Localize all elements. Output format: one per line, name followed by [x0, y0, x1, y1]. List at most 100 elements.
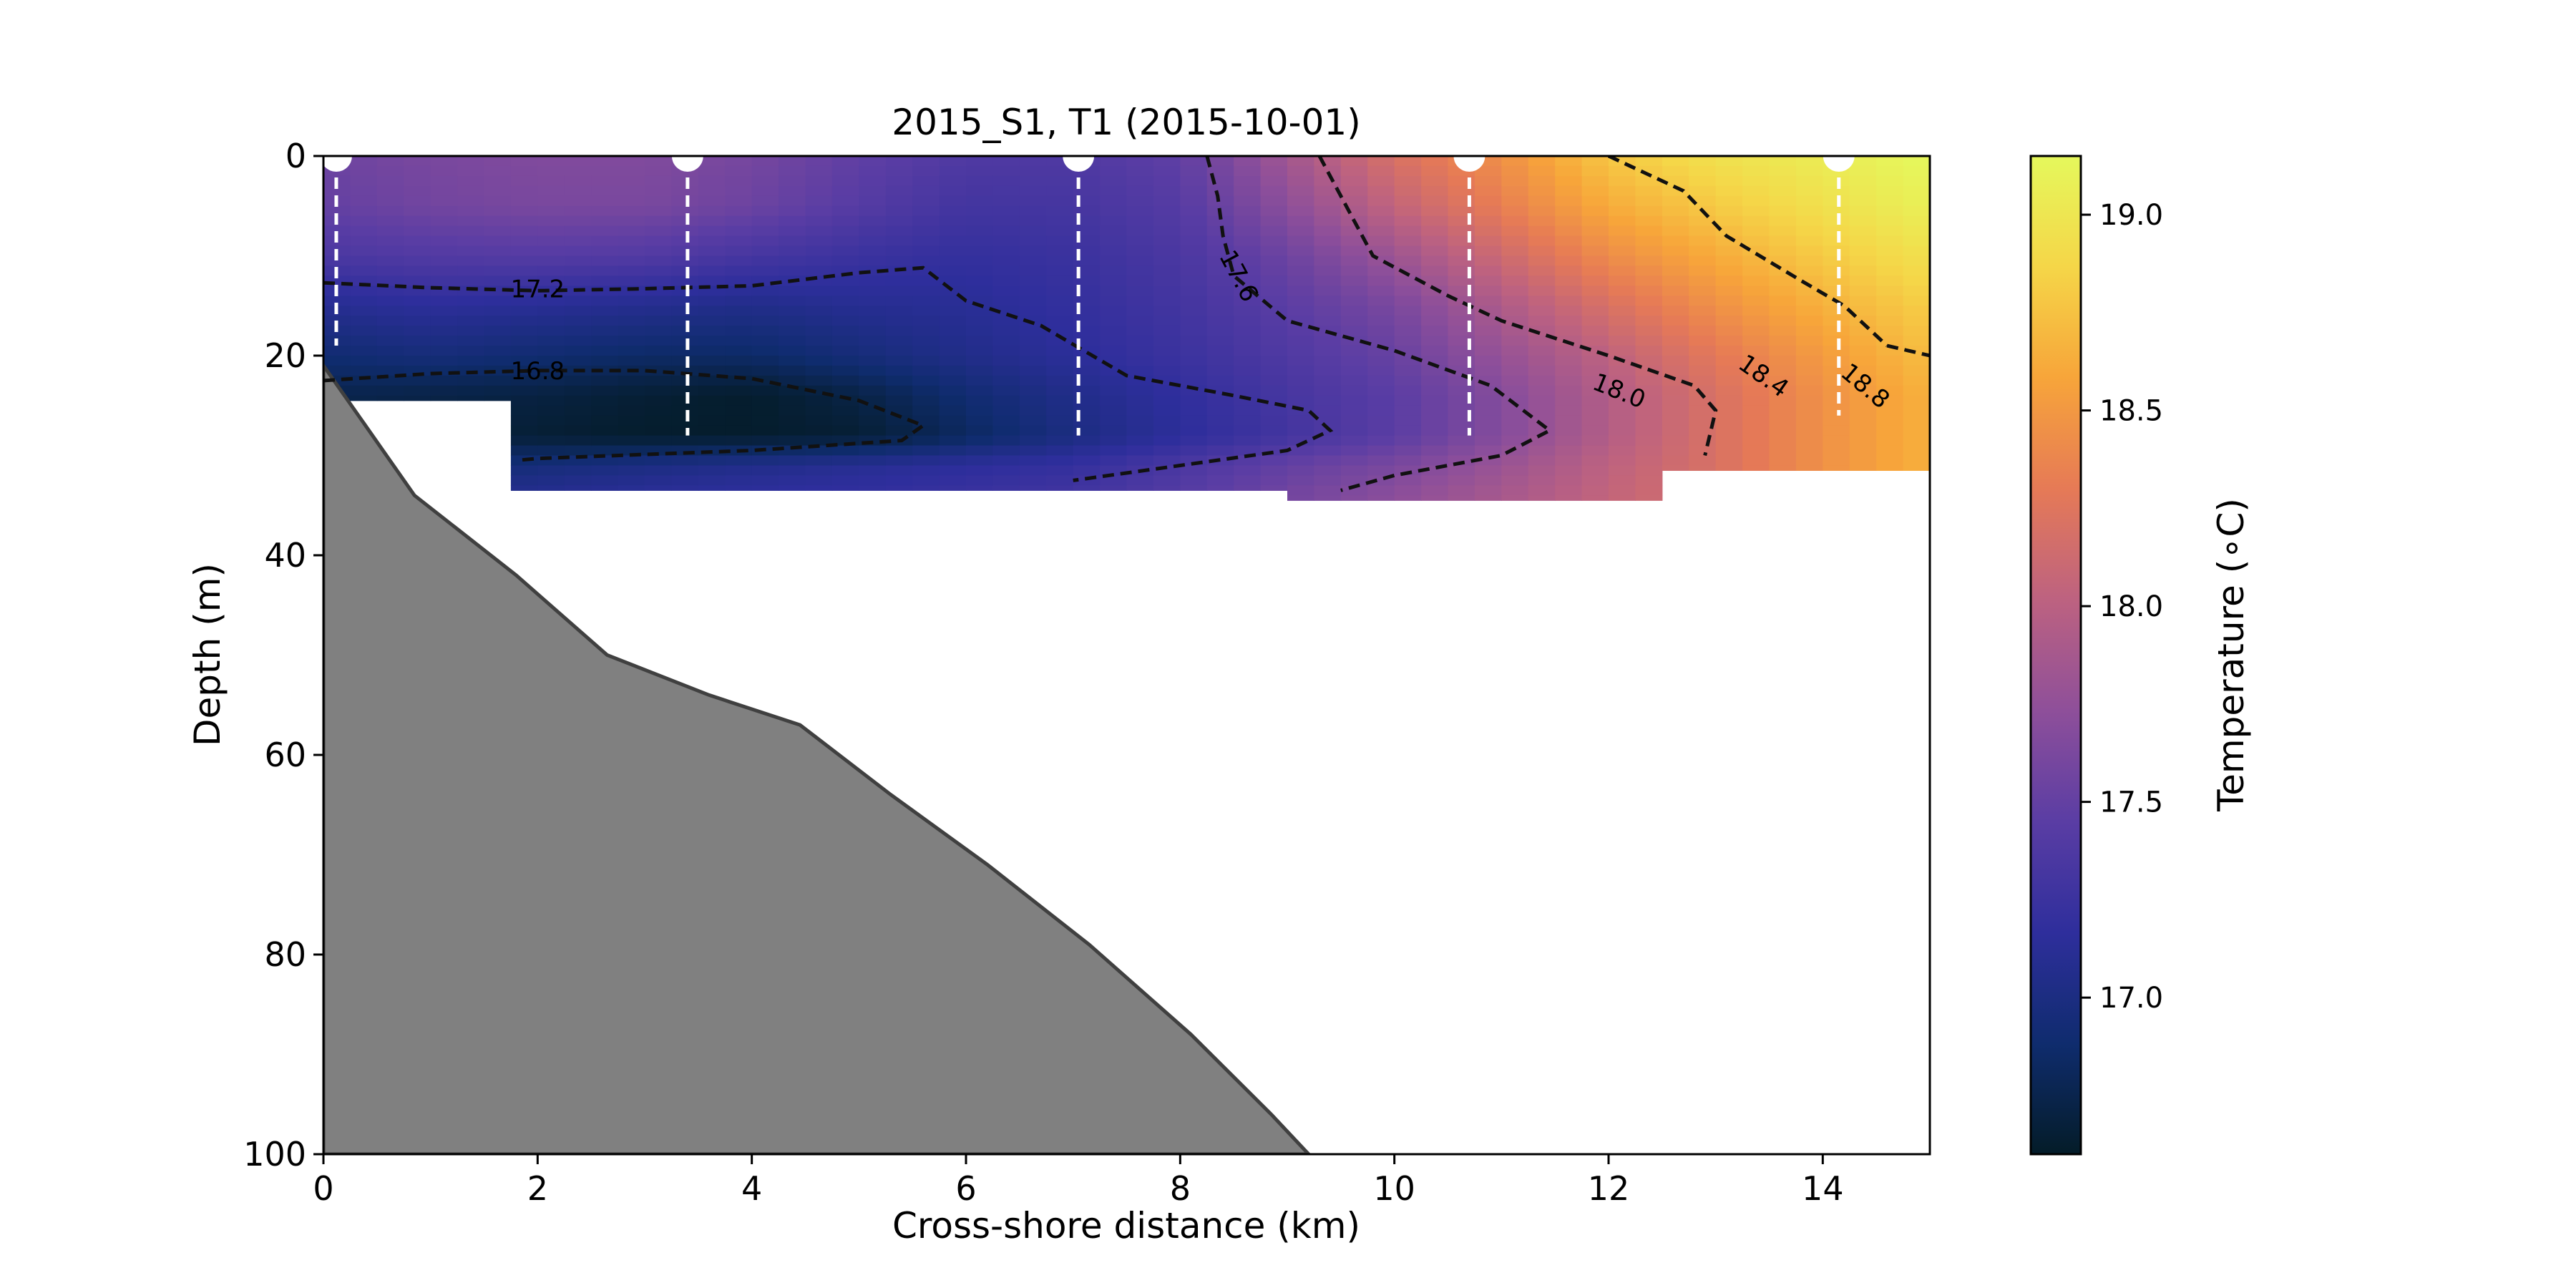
- heatmap-cell: [966, 165, 994, 177]
- heatmap-cell: [725, 316, 753, 326]
- heatmap-cell: [885, 455, 913, 467]
- heatmap-cell: [1795, 255, 1823, 267]
- heatmap-cell: [671, 435, 699, 447]
- plot-area: [323, 156, 1930, 1154]
- heatmap-cell: [1046, 346, 1074, 356]
- heatmap-cell: [618, 485, 645, 491]
- heatmap-cell: [966, 485, 994, 491]
- heatmap-cell: [618, 195, 645, 207]
- heatmap-cell: [671, 195, 699, 207]
- heatmap-cell: [1206, 485, 1234, 491]
- heatmap-cell: [1581, 336, 1609, 346]
- heatmap-cell: [1126, 405, 1154, 416]
- heatmap-cell: [1421, 455, 1449, 467]
- x-tick-label: 8: [1170, 1169, 1191, 1208]
- heatmap-cell: [779, 485, 806, 491]
- heatmap-cell: [831, 225, 859, 237]
- heatmap-cell: [1206, 405, 1234, 416]
- heatmap-cell: [1153, 235, 1181, 247]
- heatmap-cell: [537, 306, 565, 316]
- heatmap-cell: [1100, 336, 1128, 346]
- heatmap-cell: [1287, 365, 1315, 376]
- heatmap-cell: [1795, 435, 1823, 447]
- heatmap-cell: [1046, 475, 1074, 486]
- heatmap-cell: [1180, 316, 1208, 326]
- heatmap-cell: [1287, 425, 1315, 436]
- heatmap-cell: [992, 225, 1020, 237]
- heatmap-cell: [1367, 415, 1395, 426]
- heatmap-cell: [1609, 495, 1636, 501]
- heatmap-cell: [618, 336, 645, 346]
- heatmap-cell: [1287, 306, 1315, 316]
- heatmap-cell: [831, 395, 859, 406]
- heatmap-cell: [1019, 245, 1047, 257]
- heatmap-cell: [1715, 375, 1743, 386]
- heatmap-cell: [1260, 156, 1288, 167]
- heatmap-cell: [671, 465, 699, 476]
- heatmap-cell: [1795, 245, 1823, 257]
- heatmap-cell: [1528, 235, 1556, 247]
- heatmap-cell: [1206, 425, 1234, 436]
- heatmap-cell: [1876, 205, 1904, 217]
- heatmap-cell: [510, 425, 538, 436]
- heatmap-cell: [698, 475, 726, 486]
- heatmap-cell: [831, 195, 859, 207]
- heatmap-cell: [404, 255, 431, 267]
- heatmap-cell: [1260, 245, 1288, 257]
- heatmap-cell: [939, 415, 967, 426]
- heatmap-cell: [1742, 215, 1770, 227]
- heatmap-cell: [1340, 235, 1368, 247]
- heatmap-cell: [751, 455, 779, 467]
- heatmap-cell: [1126, 286, 1154, 296]
- heatmap-cell: [457, 336, 485, 346]
- heatmap-cell: [779, 465, 806, 476]
- heatmap-cell: [671, 255, 699, 267]
- heatmap-cell: [1769, 215, 1797, 227]
- heatmap-cell: [885, 316, 913, 326]
- heatmap-cell: [1046, 485, 1074, 491]
- heatmap-cell: [457, 215, 485, 227]
- heatmap-cell: [1046, 445, 1074, 457]
- heatmap-cell: [1903, 286, 1930, 296]
- heatmap-cell: [885, 245, 913, 257]
- heatmap-cell: [1394, 425, 1422, 436]
- heatmap-cell: [1903, 235, 1930, 247]
- heatmap-cell: [404, 375, 431, 386]
- heatmap-cell: [939, 156, 967, 167]
- heatmap-cell: [1715, 215, 1743, 227]
- heatmap-cell: [1528, 346, 1556, 356]
- heatmap-cell: [564, 205, 592, 217]
- heatmap-cell: [1073, 455, 1101, 467]
- heatmap-cell: [725, 175, 753, 187]
- heatmap-cell: [859, 205, 887, 217]
- heatmap-cell: [1367, 265, 1395, 276]
- heatmap-cell: [430, 346, 458, 356]
- heatmap-cell: [564, 336, 592, 346]
- heatmap-cell: [1635, 375, 1663, 386]
- heatmap-cell: [564, 445, 592, 457]
- heatmap-cell: [1849, 245, 1877, 257]
- heatmap-cell: [1474, 225, 1502, 237]
- heatmap-cell: [831, 346, 859, 356]
- heatmap-cell: [671, 475, 699, 486]
- heatmap-cell: [645, 485, 673, 491]
- heatmap-cell: [1287, 336, 1315, 346]
- heatmap-cell: [1100, 165, 1128, 177]
- heatmap-cell: [1849, 185, 1877, 197]
- heatmap-cell: [779, 286, 806, 296]
- heatmap-cell: [591, 485, 619, 491]
- heatmap-cell: [1662, 205, 1689, 217]
- heatmap-cell: [1715, 306, 1743, 316]
- heatmap-cell: [564, 316, 592, 326]
- heatmap-cell: [564, 245, 592, 257]
- heatmap-cell: [1903, 405, 1930, 416]
- heatmap-cell: [1501, 156, 1529, 167]
- heatmap-cell: [1100, 316, 1128, 326]
- heatmap-cell: [1715, 465, 1743, 472]
- heatmap-cell: [939, 195, 967, 207]
- heatmap-cell: [1849, 195, 1877, 207]
- heatmap-cell: [430, 275, 458, 286]
- heatmap-cell: [1394, 175, 1422, 187]
- heatmap-cell: [912, 185, 940, 197]
- heatmap-cell: [1153, 205, 1181, 217]
